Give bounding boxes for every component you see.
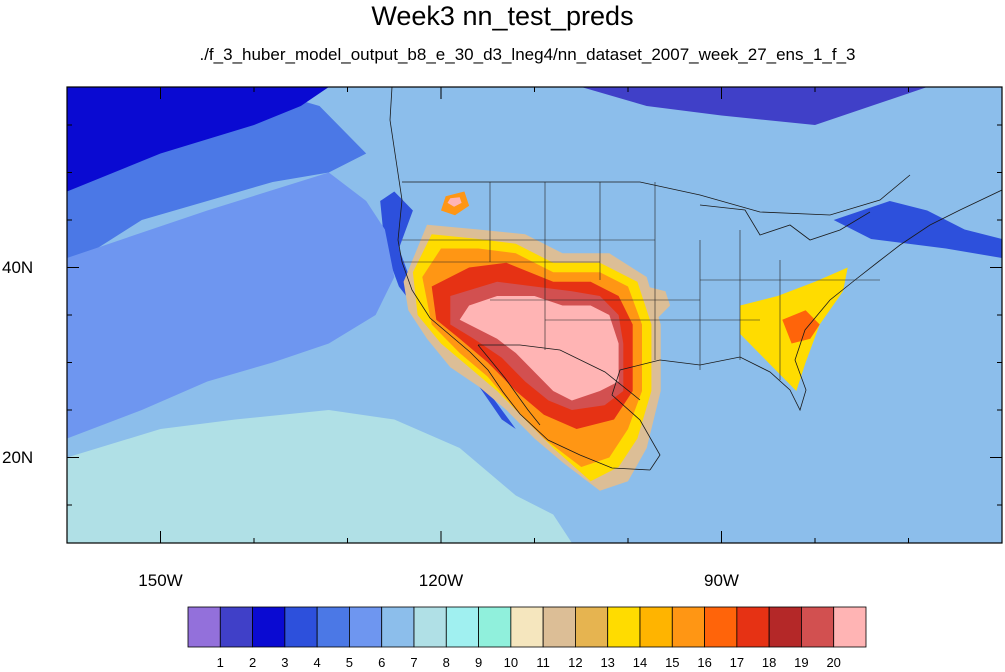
contour-region-level-20 [447,197,462,207]
contour-region-level-3 [833,201,1002,258]
colorbar-label: 6 [378,655,386,670]
west-coast-line [389,87,651,471]
colorbar-label: 4 [313,655,321,670]
colorbar-swatch [768,606,802,648]
contour-region-level-16 [782,310,820,344]
colorbar-label: 11 [536,655,550,670]
colorbar-swatch [510,606,544,648]
colorbar-label: 20 [826,655,841,670]
contour-region-level-3 [380,191,516,429]
colorbar-swatch [252,606,286,648]
prediction-field [67,87,1002,543]
colorbar-label: 9 [474,655,483,670]
contour-region-level-7 [67,410,572,543]
contour-region-level-1 [581,87,928,125]
colorbar-swatch [575,606,609,648]
contour-region-level-5 [67,172,395,439]
colorbar-swatch [833,606,867,648]
colorbar-label: 16 [697,655,712,670]
colorbar-label: 1 [216,655,224,670]
colorbar-label: 18 [761,655,777,670]
colorbar-swatch [478,606,512,648]
colorbar-label: 8 [442,655,450,670]
colorbar-swatch [413,606,447,648]
lon-tick-label: 90W [704,571,739,590]
baja-line [477,344,541,426]
colorbar-label: 3 [281,655,289,670]
colorbar-label: 13 [600,655,615,670]
map-subtitle: ./f_3_huber_model_output_b8_e_30_d3_lneg… [199,45,856,64]
colorbar-label: 5 [345,655,353,670]
colorbar-label: 12 [568,655,583,670]
lon-tick-label: 120W [418,571,464,590]
map-title: Week3 nn_test_preds [371,1,634,31]
colorbar-label: 10 [503,655,519,670]
colorbar-swatch [349,606,383,648]
us-canada-border [402,174,911,216]
colorbar-label: 2 [248,655,257,670]
us-mexico-border [478,344,641,401]
colorbar-label: 15 [665,655,680,670]
colorbar-swatch [381,606,415,648]
colorbar-swatch [187,606,221,648]
colorbar-swatch [639,606,673,648]
lon-tick-label: 150W [138,571,183,590]
contour-region-level-2 [67,87,329,192]
coastline-and-borders [389,87,1002,471]
colorbar-swatch [801,606,835,648]
colorbar-swatch [219,606,253,648]
state-borders [402,182,880,380]
colorbar-label: 17 [729,655,745,670]
gulf-coast-line [611,189,1002,471]
colorbar-swatch [445,606,479,648]
colorbar-swatch [736,606,770,648]
colorbar-label: 19 [794,655,809,670]
colorbar-swatch [284,606,318,648]
colorbar-label: 14 [632,655,648,670]
colorbar-swatch [607,606,641,648]
lat-tick-label: 20N [2,447,34,467]
colorbar-swatch [704,606,738,648]
great-lakes-line [699,204,871,241]
axis-ticks [66,87,1003,543]
colorbar-swatch [542,606,576,648]
colorbar-swatch [671,606,705,648]
colorbar-swatch [316,606,350,648]
contour-region-level-20 [459,296,619,401]
colorbar-label: 7 [410,655,418,670]
lat-tick-label: 40N [2,257,34,277]
